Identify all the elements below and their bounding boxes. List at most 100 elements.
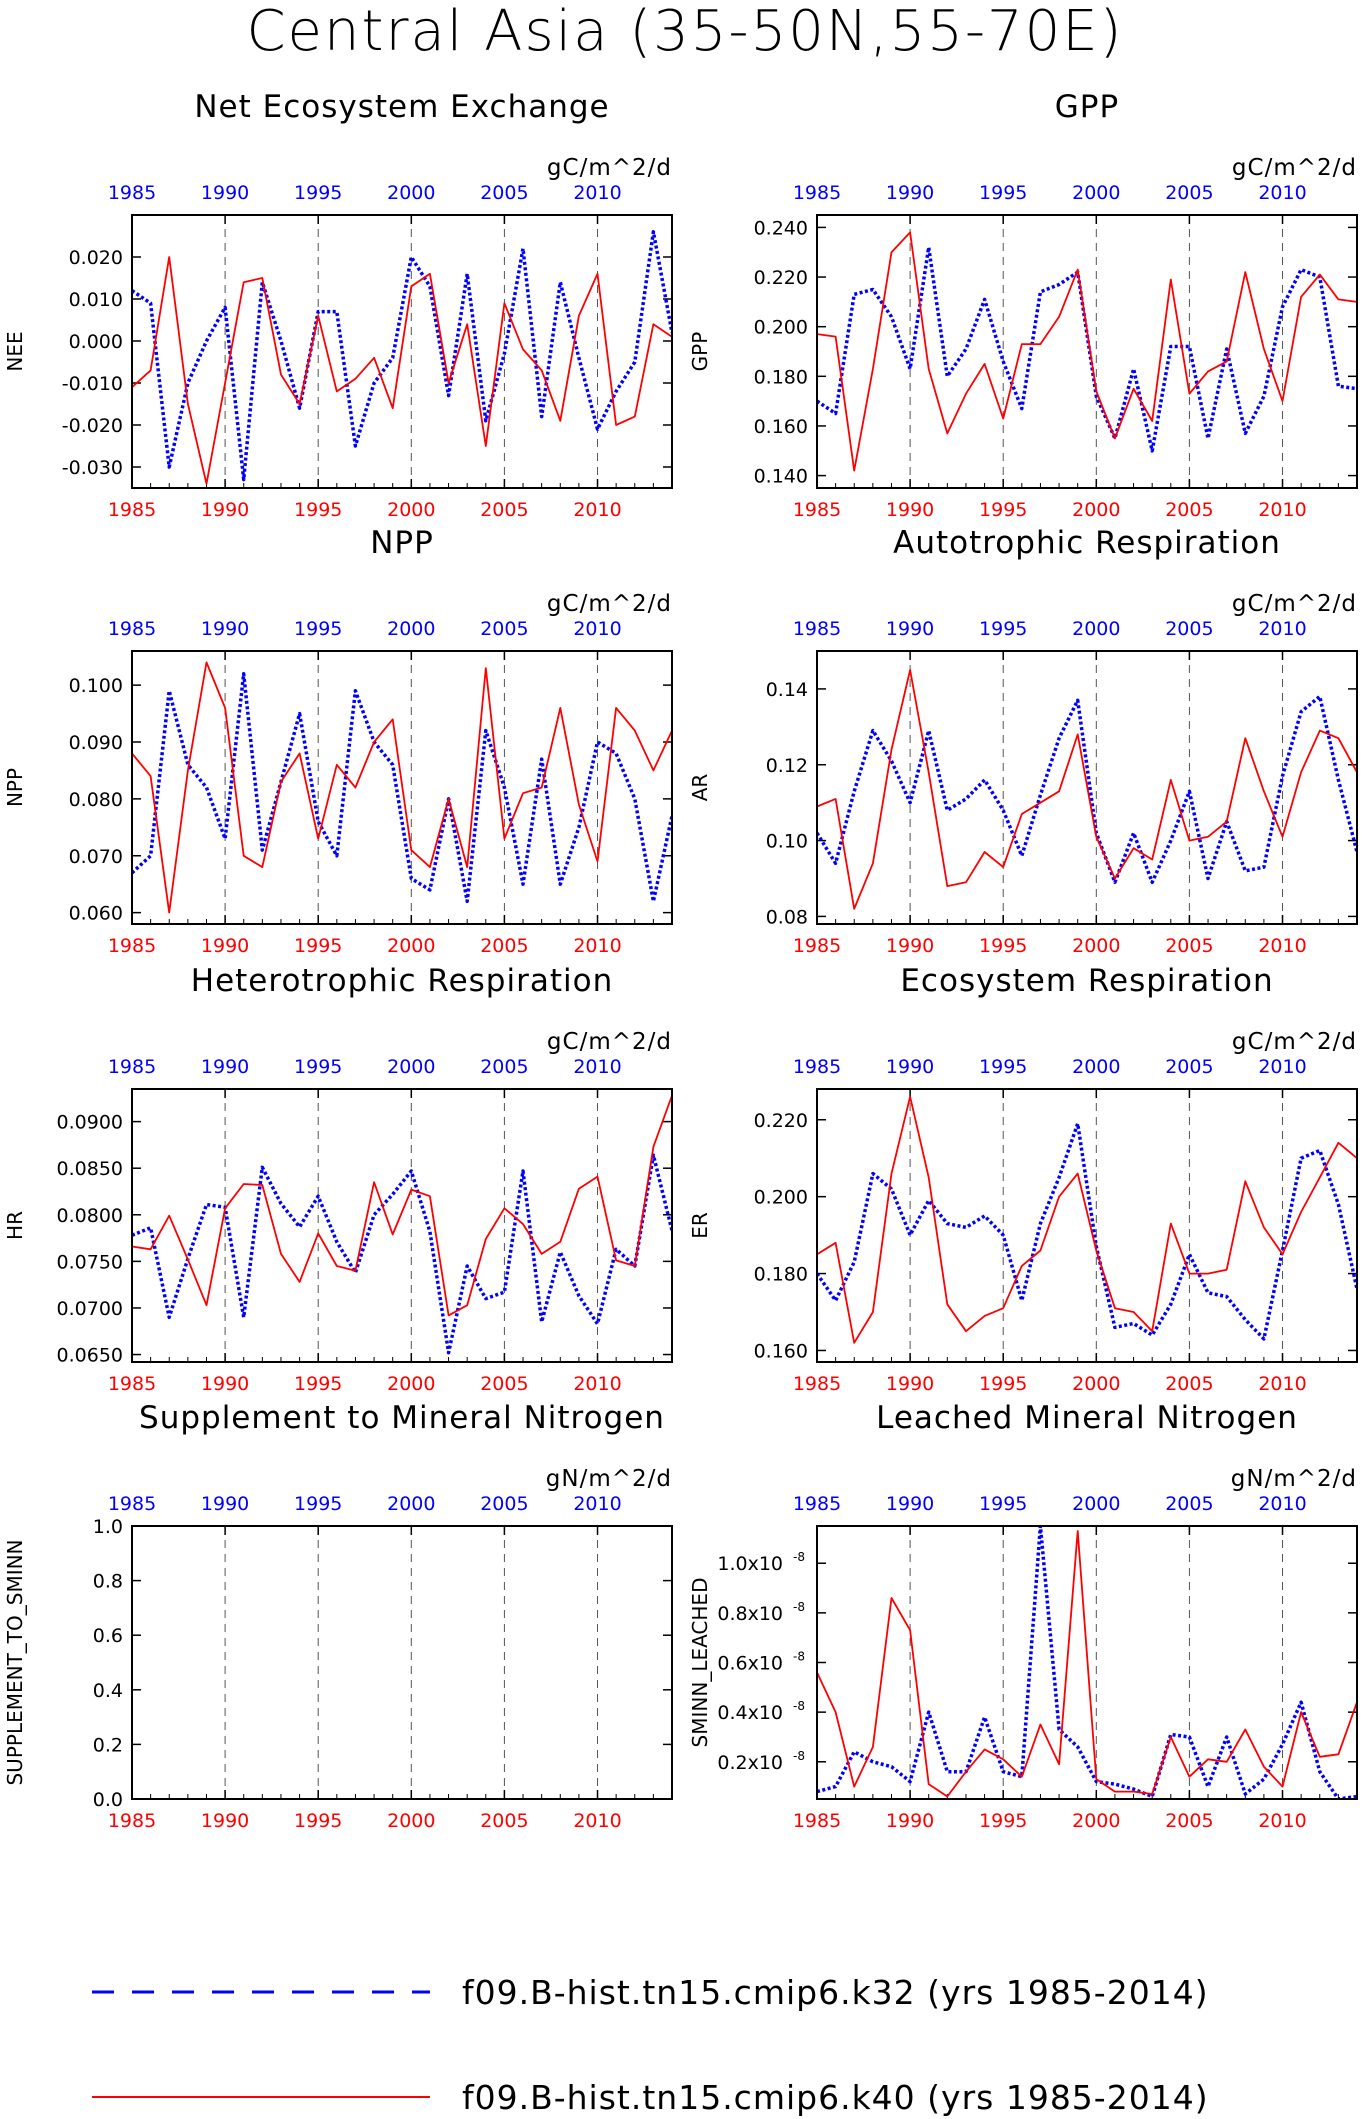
chart-5-xtick-label-top-2010: 2010 [1258, 1056, 1306, 1078]
chart-7-ytick-label-4: 1.0x10 [717, 1553, 783, 1575]
chart-3-xtick-label-top-1990: 1990 [886, 618, 934, 640]
chart-1-series-k32 [817, 245, 1357, 453]
chart-0-xtick-label-top-1990: 1990 [201, 182, 249, 204]
chart-3-xtick-label-bottom-2010: 2010 [1258, 935, 1306, 957]
chart-3-ytick-label-1: 0.10 [766, 831, 808, 853]
chart-6-xtick-label-bottom-1990: 1990 [201, 1810, 249, 1832]
chart-0-xtick-label-bottom-1995: 1995 [294, 499, 342, 521]
chart-5-xtick-label-bottom-1995: 1995 [979, 1373, 1027, 1395]
chart-3-units: gC/m^2/d [1232, 591, 1357, 617]
chart-1-xtick-label-top-1985: 1985 [793, 182, 841, 204]
chart-7-xtick-label-bottom-1990: 1990 [886, 1810, 934, 1832]
chart-5-ytick-label-2: 0.200 [754, 1187, 808, 1209]
chart-7-xtick-label-bottom-1985: 1985 [793, 1810, 841, 1832]
chart-panel-3: Autotrophic Respiration gC/m^2/d AR 1985 198… [688, 525, 1358, 957]
chart-panel-4: Heterotrophic Respiration gC/m^2/d HR 1985 1… [3, 963, 673, 1395]
chart-4-xtick-label-bottom-2000: 2000 [387, 1373, 435, 1395]
chart-0-xtick-label-bottom-2005: 2005 [480, 499, 528, 521]
chart-1-ytick-label-3: 0.200 [754, 317, 808, 339]
chart-1-xtick-label-bottom-2005: 2005 [1165, 499, 1213, 521]
chart-7-xtick-label-bottom-2000: 2000 [1072, 1810, 1120, 1832]
chart-6-ytick-label-3: 0.6 [93, 1625, 123, 1647]
chart-5-xtick-label-bottom-2000: 2000 [1072, 1373, 1120, 1395]
chart-4-series-k32 [132, 1153, 672, 1355]
chart-0-ytick-label-5: 0.020 [69, 247, 123, 269]
chart-0-series-k32 [132, 230, 672, 482]
chart-0-xtick-label-bottom-2000: 2000 [387, 499, 435, 521]
chart-4-ytick-label-5: 0.0900 [57, 1112, 123, 1134]
chart-6-xtick-label-top-1995: 1995 [294, 1493, 342, 1515]
chart-4-xtick-label-top-1995: 1995 [294, 1056, 342, 1078]
chart-4-title: Heterotrophic Respiration [191, 963, 613, 999]
chart-7-ylabel: SMINN_LEACHED [688, 1578, 712, 1748]
chart-6-xtick-label-top-2005: 2005 [480, 1493, 528, 1515]
chart-3-xtick-label-bottom-1985: 1985 [793, 935, 841, 957]
chart-5-xtick-label-bottom-2010: 2010 [1258, 1373, 1306, 1395]
chart-2-frame [131, 650, 673, 925]
chart-6-ytick-label-2: 0.4 [93, 1680, 123, 1702]
chart-6-ytick-label-1: 0.2 [93, 1734, 123, 1756]
chart-panel-2: NPP gC/m^2/d NPP 1985 1985 1990 1990 1995 1995 20… [3, 525, 673, 957]
chart-4-ytick-label-0: 0.0650 [57, 1345, 123, 1367]
chart-3-series-k40 [817, 669, 1357, 910]
chart-1-ytick-label-2: 0.180 [754, 366, 808, 388]
chart-6-ytick-label-4: 0.8 [93, 1571, 123, 1593]
legend: f09.B-hist.tn15.cmip6.k32 (yrs 1985-2014… [92, 1973, 1209, 2117]
chart-4-units: gC/m^2/d [547, 1029, 672, 1055]
chart-3-title: Autotrophic Respiration [893, 525, 1281, 561]
chart-7-ytick-label-1: 0.4x10 [717, 1702, 783, 1724]
chart-7-ytick-exp-3: -8 [793, 1600, 805, 1614]
chart-7-ytick-exp-1: -8 [793, 1699, 805, 1713]
chart-7-xtick-label-bottom-1995: 1995 [979, 1810, 1027, 1832]
chart-6-xtick-label-top-1990: 1990 [201, 1493, 249, 1515]
chart-7-xtick-label-bottom-2005: 2005 [1165, 1810, 1213, 1832]
chart-7-ytick-label-3: 0.8x10 [717, 1603, 783, 1625]
chart-0-xtick-label-top-1995: 1995 [294, 182, 342, 204]
chart-2-xtick-label-bottom-2005: 2005 [480, 935, 528, 957]
chart-1-xtick-label-bottom-2000: 2000 [1072, 499, 1120, 521]
chart-7-xtick-label-top-1985: 1985 [793, 1493, 841, 1515]
chart-4-xtick-label-bottom-2010: 2010 [573, 1373, 621, 1395]
chart-3-xtick-label-top-2010: 2010 [1258, 618, 1306, 640]
chart-1-title: GPP [1055, 89, 1119, 125]
chart-0-series-k40 [132, 256, 672, 485]
chart-4-series-k40 [132, 1095, 672, 1317]
chart-6-units: gN/m^2/d [546, 1466, 672, 1492]
chart-3-ylabel: AR [688, 774, 712, 802]
chart-2-ylabel: NPP [3, 768, 27, 807]
chart-4-xtick-label-top-2000: 2000 [387, 1056, 435, 1078]
chart-panel-0: Net Ecosystem Exchange gC/m^2/d NEE 1985 198… [3, 89, 673, 521]
chart-3-xtick-label-top-2000: 2000 [1072, 618, 1120, 640]
chart-4-ylabel: HR [3, 1211, 27, 1240]
chart-6-ylabel: SUPPLEMENT_TO_SMINN [3, 1539, 27, 1785]
chart-2-xtick-label-bottom-1990: 1990 [201, 935, 249, 957]
chart-0-title: Net Ecosystem Exchange [194, 89, 609, 125]
chart-4-xtick-label-bottom-1995: 1995 [294, 1373, 342, 1395]
chart-3-xtick-label-bottom-1990: 1990 [886, 935, 934, 957]
chart-panel-6: Supplement to Mineral Nitrogen gN/m^2/d SU… [3, 1400, 673, 1832]
chart-7-xtick-label-bottom-2010: 2010 [1258, 1810, 1306, 1832]
chart-1-ytick-label-1: 0.160 [754, 416, 808, 438]
chart-2-units: gC/m^2/d [547, 591, 672, 617]
chart-6-xtick-label-top-1985: 1985 [108, 1493, 156, 1515]
chart-4-ytick-label-2: 0.0750 [57, 1251, 123, 1273]
chart-2-series-k32 [132, 672, 672, 904]
chart-5-units: gC/m^2/d [1232, 1029, 1357, 1055]
chart-6-xtick-label-bottom-2000: 2000 [387, 1810, 435, 1832]
chart-4-frame [131, 1088, 673, 1363]
chart-1-xtick-label-top-2010: 2010 [1258, 182, 1306, 204]
chart-5-xtick-label-bottom-1990: 1990 [886, 1373, 934, 1395]
chart-5-frame [816, 1088, 1358, 1363]
chart-0-xtick-label-bottom-1985: 1985 [108, 499, 156, 521]
chart-panel-5: Ecosystem Respiration gC/m^2/d ER 1985 1985 1… [688, 963, 1358, 1395]
chart-5-xtick-label-top-1990: 1990 [886, 1056, 934, 1078]
chart-3-xtick-label-bottom-1995: 1995 [979, 935, 1027, 957]
chart-1-xtick-label-top-2000: 2000 [1072, 182, 1120, 204]
legend-label-k40: f09.B-hist.tn15.cmip6.k40 (yrs 1985-2014… [462, 2078, 1209, 2117]
chart-0-ytick-label-0: -0.030 [62, 457, 123, 479]
chart-4-xtick-label-top-1985: 1985 [108, 1056, 156, 1078]
chart-1-ytick-label-4: 0.220 [754, 267, 808, 289]
chart-4-ytick-label-1: 0.0700 [57, 1298, 123, 1320]
chart-0-xtick-label-top-1985: 1985 [108, 182, 156, 204]
chart-3-frame [816, 650, 1358, 925]
